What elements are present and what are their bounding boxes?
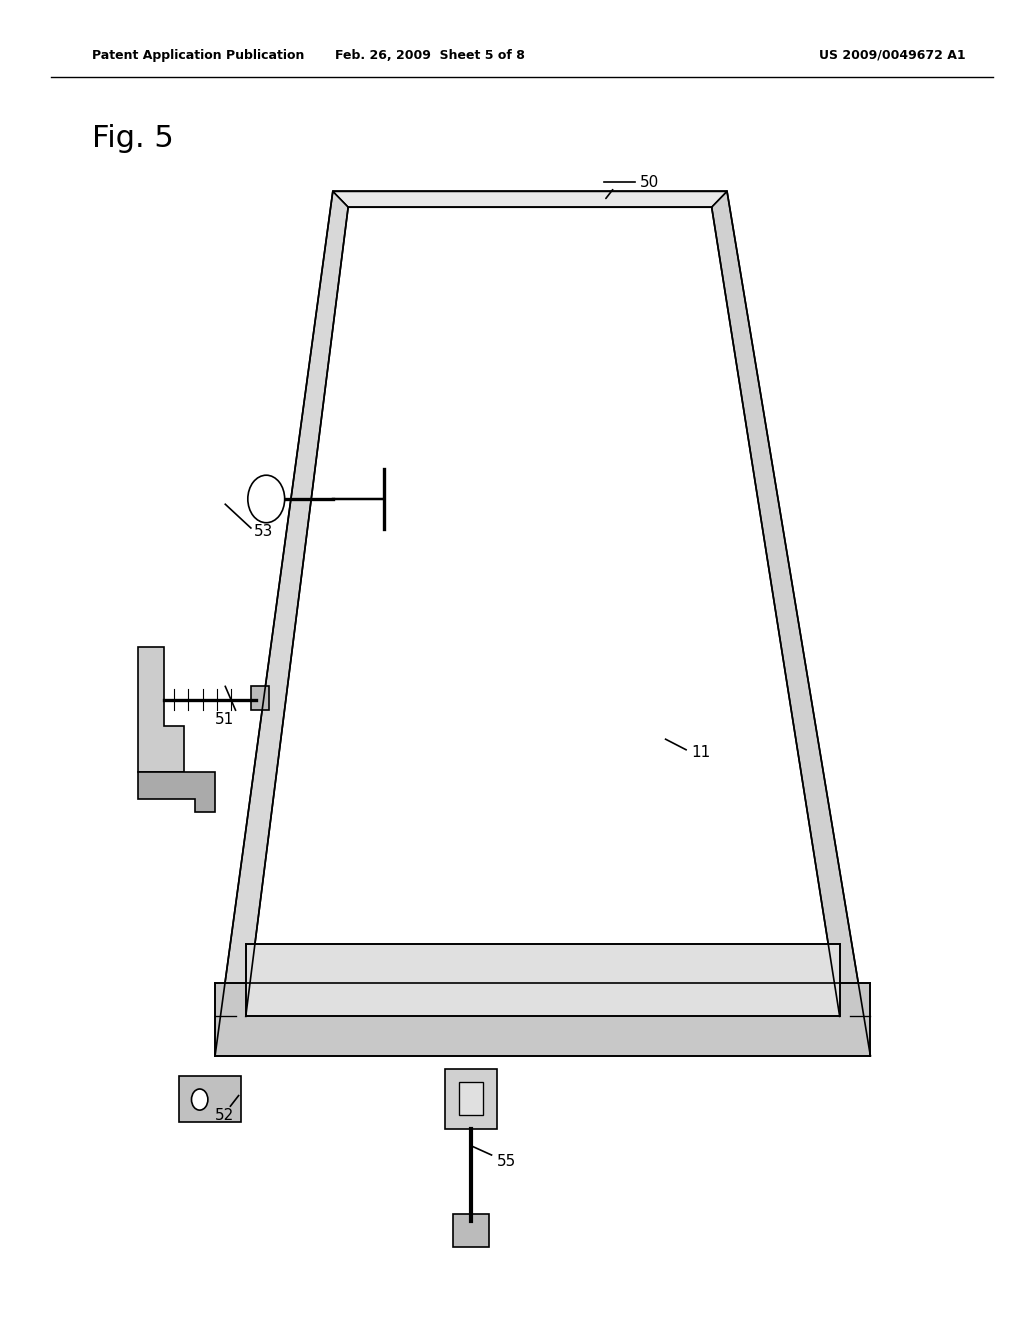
- Bar: [445, 1069, 497, 1129]
- Polygon shape: [179, 1076, 241, 1122]
- Text: 55: 55: [497, 1154, 516, 1170]
- Text: Patent Application Publication: Patent Application Publication: [92, 49, 304, 62]
- Text: 52: 52: [215, 1107, 234, 1123]
- Circle shape: [191, 1089, 208, 1110]
- Text: Feb. 26, 2009  Sheet 5 of 8: Feb. 26, 2009 Sheet 5 of 8: [335, 49, 525, 62]
- Bar: [453, 1214, 489, 1247]
- Text: US 2009/0049672 A1: US 2009/0049672 A1: [819, 49, 966, 62]
- Text: Fig. 5: Fig. 5: [92, 124, 174, 153]
- Polygon shape: [333, 191, 727, 207]
- Bar: [459, 1082, 483, 1115]
- Polygon shape: [138, 647, 184, 772]
- Circle shape: [248, 475, 285, 523]
- Polygon shape: [215, 983, 870, 1056]
- Polygon shape: [246, 944, 840, 1016]
- Polygon shape: [712, 191, 870, 1056]
- Bar: [251, 686, 269, 710]
- Text: 53: 53: [254, 524, 273, 540]
- Text: 50: 50: [640, 174, 659, 190]
- Polygon shape: [215, 191, 348, 1056]
- Polygon shape: [138, 772, 215, 812]
- Text: 11: 11: [691, 744, 711, 760]
- Text: 51: 51: [215, 711, 234, 727]
